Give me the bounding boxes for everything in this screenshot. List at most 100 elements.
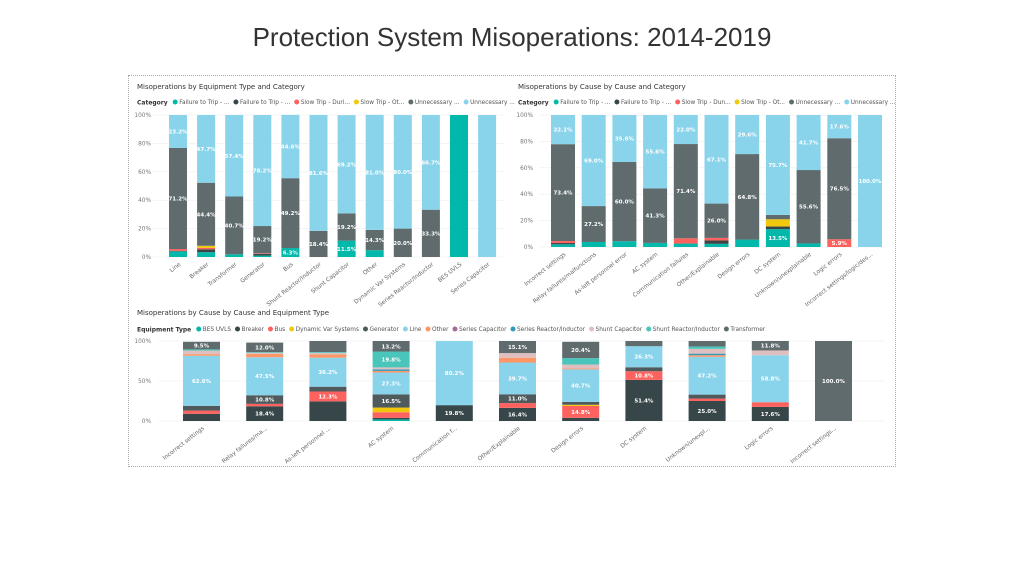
bar-segment[interactable] xyxy=(612,161,637,242)
bar-segment[interactable] xyxy=(735,239,760,247)
bar-segment[interactable] xyxy=(372,351,410,368)
bar-segment[interactable] xyxy=(643,242,668,247)
bar-segment[interactable] xyxy=(197,249,216,253)
bar-segment[interactable] xyxy=(673,238,698,244)
bar-segment[interactable] xyxy=(169,115,187,148)
bar-segment[interactable] xyxy=(625,341,663,347)
bar-segment[interactable] xyxy=(827,239,852,247)
bar-segment[interactable] xyxy=(421,115,440,210)
bar-segment[interactable] xyxy=(183,354,220,356)
bar-segment[interactable] xyxy=(562,341,600,359)
bar-segment[interactable] xyxy=(372,417,410,420)
bar-segment[interactable] xyxy=(796,115,821,171)
bar-segment[interactable] xyxy=(704,240,729,244)
bar-segment[interactable] xyxy=(421,209,440,257)
bar-segment[interactable] xyxy=(372,372,410,395)
bar-segment[interactable] xyxy=(309,230,328,257)
bar-segment[interactable] xyxy=(281,178,300,249)
bar-segment[interactable] xyxy=(751,341,789,351)
bar-segment[interactable] xyxy=(704,237,729,241)
bar-segment[interactable] xyxy=(612,241,637,247)
legend-item[interactable]: Generator xyxy=(362,326,400,334)
bar-segment[interactable] xyxy=(183,349,220,351)
bar-segment[interactable] xyxy=(309,354,347,358)
bar-shunt-reactor-inductor[interactable]: 18.4% 81.6% xyxy=(309,115,329,257)
bar-segment[interactable] xyxy=(246,354,284,358)
bar-segment[interactable] xyxy=(688,401,726,421)
bar-segment[interactable] xyxy=(796,243,821,247)
bar-segment[interactable] xyxy=(246,357,284,396)
legend-item[interactable]: Slow Trip - Ot... xyxy=(734,99,786,107)
bar-segment[interactable] xyxy=(197,115,216,183)
bar-segment[interactable] xyxy=(643,188,668,243)
bar-other-explainable[interactable]: 26.0% 67.1% xyxy=(704,115,729,247)
bar-segment[interactable] xyxy=(435,341,473,406)
bar-segment[interactable] xyxy=(435,405,473,421)
legend-item[interactable]: Shunt Reactor/Inductor xyxy=(646,326,720,334)
bar-segment[interactable] xyxy=(673,144,698,239)
bar-segment[interactable] xyxy=(673,243,698,247)
bar-segment[interactable] xyxy=(751,406,789,421)
legend-item[interactable]: Slow Trip - Ot... xyxy=(353,99,405,107)
bar-segment[interactable] xyxy=(309,357,347,387)
bar-incorrect-settings-logic-des-[interactable]: 100.0% xyxy=(858,115,882,247)
bar-segment[interactable] xyxy=(253,255,272,257)
bar-segment[interactable] xyxy=(246,342,284,353)
bar-segment[interactable] xyxy=(704,203,729,238)
bar-segment[interactable] xyxy=(765,115,790,215)
bar-segment[interactable] xyxy=(450,115,468,257)
legend-item[interactable]: Dynamic Var Systems xyxy=(289,326,359,334)
bar-segment[interactable] xyxy=(858,115,882,247)
bar-segment[interactable] xyxy=(625,379,663,421)
bar-series-reactor-inductor[interactable]: 33.3% 66.7% xyxy=(421,115,441,257)
bar-segment[interactable] xyxy=(337,240,356,257)
bar-segment[interactable] xyxy=(562,417,600,421)
bar-segment[interactable] xyxy=(765,219,790,227)
bar-incorrect-settings[interactable]: 62.6% 9.5% xyxy=(183,341,220,421)
bar-segment[interactable] xyxy=(499,407,536,421)
legend-item[interactable]: Transformer xyxy=(723,326,766,334)
legend-item[interactable]: Unnecessary ... xyxy=(408,99,460,107)
bar-segment[interactable] xyxy=(372,369,410,371)
bar-segment[interactable] xyxy=(309,391,347,402)
bar-segment[interactable] xyxy=(169,249,187,251)
legend-item[interactable]: Other xyxy=(425,326,450,334)
bar-segment[interactable] xyxy=(197,252,216,257)
bar-segment[interactable] xyxy=(372,370,410,373)
bar-segment[interactable] xyxy=(253,115,272,227)
bar-segment[interactable] xyxy=(365,114,384,230)
bar-relay-failures-malfunctions[interactable]: 27.2% 69.0% xyxy=(581,115,606,247)
bar-segment[interactable] xyxy=(365,229,384,251)
bar-segment[interactable] xyxy=(688,398,726,401)
bar-dc-system[interactable]: 51.4% 10.8% 26.3% xyxy=(625,341,663,421)
bar-segment[interactable] xyxy=(253,253,272,254)
bar-segment[interactable] xyxy=(688,353,726,356)
bar-segment[interactable] xyxy=(225,254,244,257)
legend-item[interactable]: Unnecessary ... xyxy=(844,99,896,107)
bar-segment[interactable] xyxy=(704,115,729,204)
bar-segment[interactable] xyxy=(751,402,789,407)
bar-incorrect-settings[interactable]: 73.4% 22.1% xyxy=(551,115,575,247)
bar-segment[interactable] xyxy=(765,226,790,230)
legend-item[interactable]: Failure to Trip - ... xyxy=(553,99,611,107)
bar-segment[interactable] xyxy=(337,213,356,241)
bar-segment[interactable] xyxy=(735,154,760,240)
bar-incorrect-settings-[interactable]: 100.0% xyxy=(815,341,852,421)
bar-segment[interactable] xyxy=(562,405,600,418)
bar-segment[interactable] xyxy=(499,353,536,358)
bar-segment[interactable] xyxy=(169,251,187,257)
bar-segment[interactable] xyxy=(309,401,347,421)
bar-segment[interactable] xyxy=(581,115,606,207)
bar-segment[interactable] xyxy=(815,341,852,421)
bar-unknown-unexplainable[interactable]: 55.6% 41.7% xyxy=(796,115,821,247)
bar-segment[interactable] xyxy=(581,206,606,242)
bar-segment[interactable] xyxy=(246,403,284,407)
bar-segment[interactable] xyxy=(393,228,412,257)
legend-item[interactable]: Line xyxy=(402,326,422,334)
bar-segment[interactable] xyxy=(562,404,600,406)
bar-logic-errors[interactable]: 17.6% 58.8% 11.8% xyxy=(751,341,789,421)
bar-segment[interactable] xyxy=(751,350,789,356)
bar-segment[interactable] xyxy=(688,346,726,349)
bar-segment[interactable] xyxy=(562,358,600,365)
bar-segment[interactable] xyxy=(253,253,272,256)
